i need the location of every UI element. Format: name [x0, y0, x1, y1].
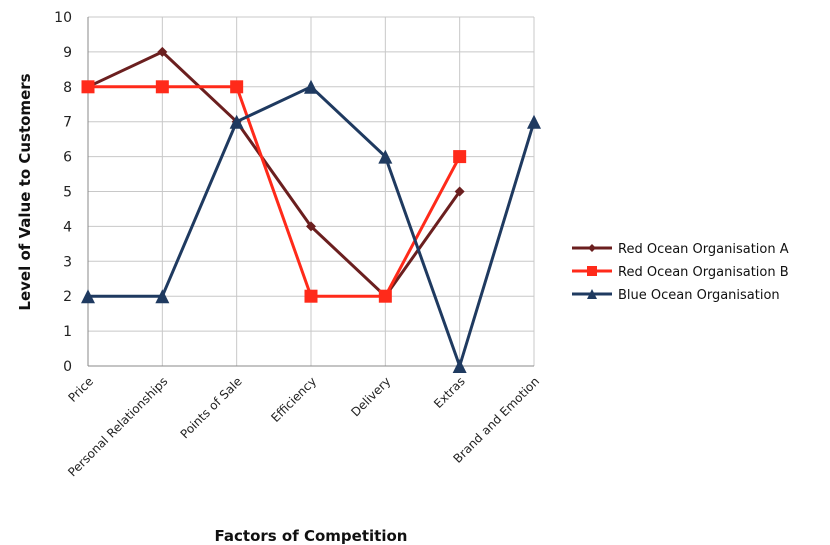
data-point: [81, 80, 95, 94]
legend-item: Red Ocean Organisation B: [572, 265, 789, 280]
y-tick-label: 1: [63, 324, 72, 340]
y-tick-label: 0: [63, 359, 72, 375]
x-tick-label: Brand and Emotion: [451, 374, 543, 466]
data-point: [157, 46, 168, 57]
y-tick-label: 7: [63, 115, 72, 131]
x-axis-title: Factors of Competition: [215, 527, 408, 545]
y-tick-label: 8: [63, 80, 72, 96]
y-tick-label: 6: [63, 150, 72, 166]
legend: Red Ocean Organisation A Red Ocean Organi…: [572, 242, 789, 303]
series-group: [81, 80, 467, 303]
legend-label: Red Ocean Organisation B: [618, 265, 789, 280]
series-line: [87, 50, 461, 298]
data-point: [588, 244, 596, 252]
data-point: [453, 150, 467, 164]
chart-series: [81, 46, 541, 373]
data-point: [452, 359, 467, 373]
data-point: [230, 80, 244, 94]
x-tick-label: Points of Sale: [178, 374, 245, 441]
series-group: [81, 79, 541, 373]
x-tick-label: Price: [66, 374, 97, 405]
chart-grid: [87, 16, 535, 367]
y-tick-label: 10: [54, 10, 72, 26]
y-tick-label: 5: [63, 185, 72, 201]
y-tick-label: 3: [63, 254, 72, 270]
data-point: [304, 79, 318, 94]
x-tick-label: Extras: [431, 374, 468, 411]
data-point: [229, 114, 244, 129]
data-point: [378, 289, 392, 303]
y-tick-label: 9: [63, 45, 72, 61]
x-tick-label: Efficiency: [268, 374, 319, 425]
data-point: [378, 149, 393, 164]
series-line: [88, 85, 461, 298]
data-point: [304, 289, 318, 303]
legend-label: Red Ocean Organisation A: [618, 242, 789, 257]
data-point: [454, 186, 465, 197]
x-tick-label: Delivery: [348, 374, 393, 419]
legend-label: Blue Ocean Organisation: [618, 288, 780, 303]
series-group: [83, 46, 465, 302]
y-tick-label: 4: [63, 219, 72, 235]
y-tick-label: 2: [63, 289, 72, 305]
legend-item: Blue Ocean Organisation: [572, 288, 780, 303]
data-point: [306, 221, 316, 232]
data-point: [155, 289, 170, 304]
data-point: [587, 266, 597, 276]
data-point: [527, 114, 541, 129]
data-point: [155, 80, 169, 94]
y-axis-ticks: 0 1 2 3 4 5 6 7 8 9 10: [54, 10, 72, 375]
data-point: [587, 289, 597, 299]
legend-item: Red Ocean Organisation A: [572, 242, 789, 257]
data-point: [81, 289, 95, 304]
y-axis-title: Level of Value to Customers: [16, 73, 34, 310]
